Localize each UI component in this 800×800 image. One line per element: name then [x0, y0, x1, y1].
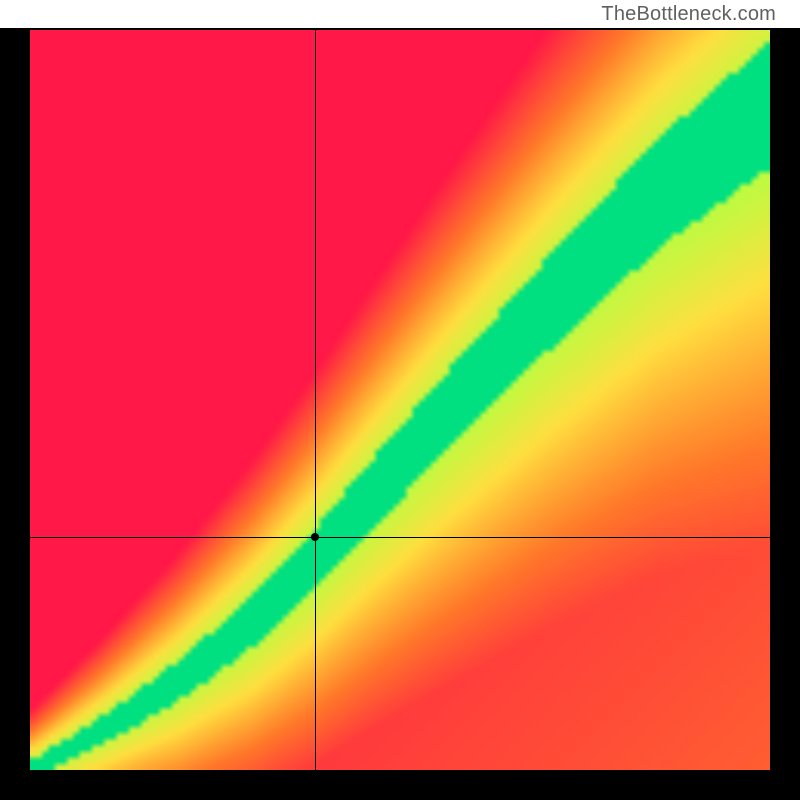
- crosshair-vertical: [315, 30, 316, 770]
- heatmap-canvas: [30, 30, 770, 770]
- chart-frame: [0, 28, 800, 800]
- watermark-text: TheBottleneck.com: [601, 3, 776, 26]
- marker-dot: [311, 533, 319, 541]
- crosshair-horizontal: [30, 537, 770, 538]
- plot-area: [30, 30, 770, 770]
- watermark-bar: TheBottleneck.com: [0, 0, 800, 28]
